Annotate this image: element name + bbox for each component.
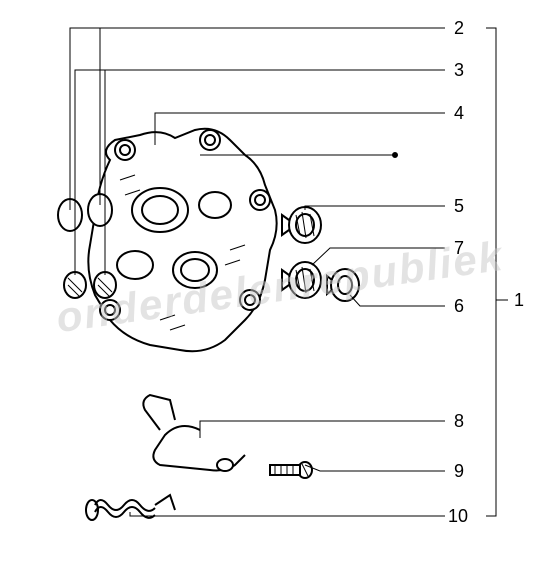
callout-7: 7 xyxy=(454,238,464,259)
callout-4: 4 xyxy=(454,103,464,124)
diagram-canvas xyxy=(0,0,560,574)
callout-1: 1 xyxy=(514,290,524,311)
callout-2: 2 xyxy=(454,18,464,39)
callout-3: 3 xyxy=(454,60,464,81)
callout-8: 8 xyxy=(454,411,464,432)
callout-10: 10 xyxy=(448,506,468,527)
callout-6: 6 xyxy=(454,296,464,317)
callout-9: 9 xyxy=(454,461,464,482)
callout-5: 5 xyxy=(454,196,464,217)
